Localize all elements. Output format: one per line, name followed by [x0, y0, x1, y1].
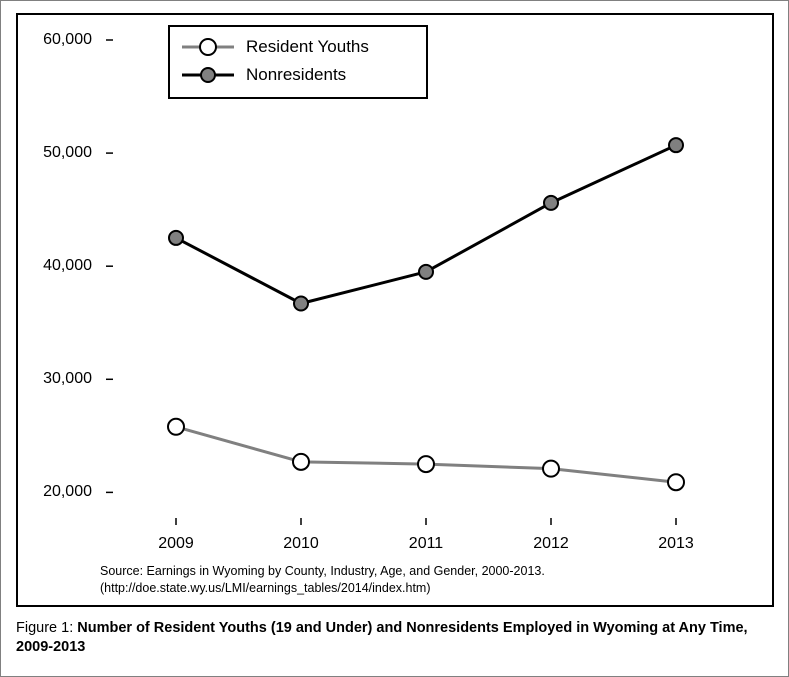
y-tick-label: 50,000: [22, 144, 92, 162]
legend-label-resident-youths: Resident Youths: [246, 37, 369, 57]
source-citation: Source: Earnings in Wyoming by County, I…: [100, 563, 545, 597]
figure-caption: Figure 1: Number of Resident Youths (19 …: [16, 619, 776, 657]
y-tick-label: 30,000: [22, 370, 92, 388]
legend-item-nonresidents: Nonresidents: [180, 61, 416, 89]
legend-item-resident-youths: Resident Youths: [180, 33, 416, 61]
legend-swatch-nonresidents: [180, 64, 236, 86]
x-tick-label: 2012: [533, 535, 569, 553]
x-tick-label: 2010: [283, 535, 319, 553]
y-tick-label: 40,000: [22, 257, 92, 275]
chart-frame: 20,000 30,000 40,000 50,000 60,000 2009 2010 2…: [16, 13, 774, 607]
figure-title: Number of Resident Youths (19 and Under)…: [16, 620, 748, 655]
source-line-1: Source: Earnings in Wyoming by County, I…: [100, 563, 545, 580]
legend: Resident Youths Nonresidents: [168, 25, 428, 99]
y-tick-label: 20,000: [22, 483, 92, 501]
figure-outer-frame: 20,000 30,000 40,000 50,000 60,000 2009 2010 2…: [0, 0, 789, 677]
figure-label: Figure 1:: [16, 620, 77, 636]
x-tick-label: 2011: [409, 535, 443, 553]
source-line-2: (http://doe.state.wy.us/LMI/earnings_tab…: [100, 580, 545, 597]
y-tick-label: 60,000: [22, 31, 92, 49]
x-tick-label: 2009: [158, 535, 194, 553]
line-chart-plot: [106, 35, 746, 525]
x-tick-label: 2013: [658, 535, 694, 553]
legend-swatch-resident-youths: [180, 36, 236, 58]
legend-label-nonresidents: Nonresidents: [246, 65, 346, 85]
